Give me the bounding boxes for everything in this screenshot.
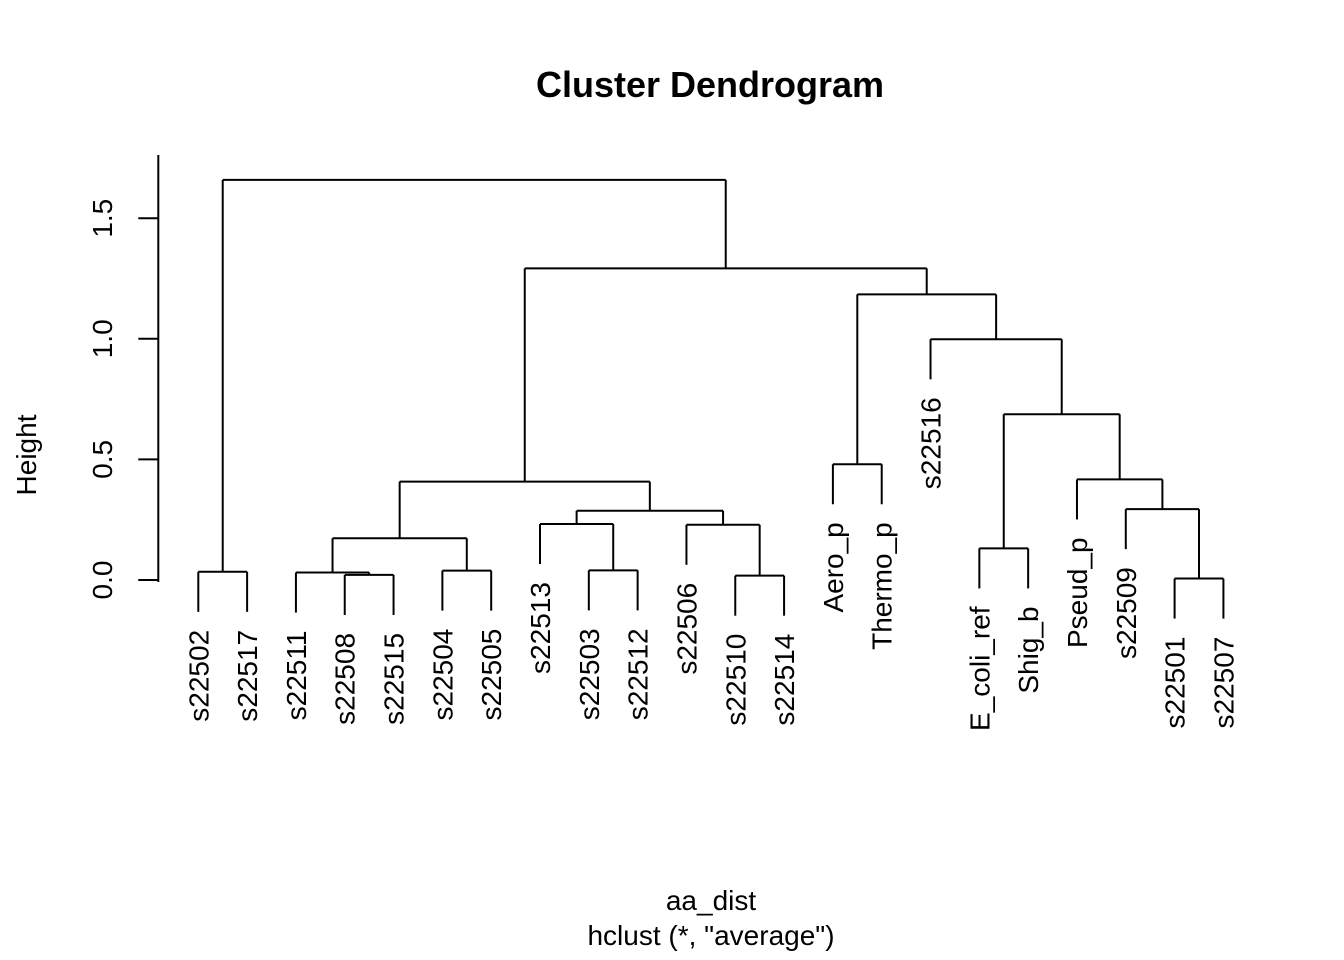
leaf-label: s22503 [574,628,605,720]
leaf-label: Pseud_p [1062,537,1093,648]
leaf-label: s22508 [330,633,361,725]
leaf-label: Shig_b [1013,606,1044,693]
y-axis-tick-label: 0.0 [87,561,118,600]
leaf-label: s22515 [379,633,410,725]
leaf-label: s22507 [1208,637,1239,729]
leaf-label: s22504 [427,629,458,721]
leaf-label: s22505 [476,629,507,721]
leaf-label: s22509 [1111,567,1142,659]
leaf-label: Aero_p [818,522,849,612]
leaf-label: s22511 [281,631,312,721]
leaf-label: s22516 [916,397,947,489]
y-axis-tick-label: 1.0 [87,319,118,358]
leaf-label: E_coli_ref [964,606,995,731]
leaf-label: s22501 [1160,637,1191,729]
leaf-label: s22506 [671,583,702,675]
x-axis-caption: aa_dist [665,885,757,916]
chart-title: Cluster Dendrogram [535,64,885,105]
leaf-label: s22512 [623,628,654,720]
plot-method-subtitle: hclust (*, "average") [587,920,835,951]
y-axis-tick-label: 1.5 [87,199,118,238]
leaf-label: s22517 [232,630,263,722]
y-axis-tick-label: 0.5 [87,440,118,479]
leaf-label: s22513 [525,582,556,674]
leaf-label: s22514 [769,634,800,726]
leaf-label: s22510 [720,634,751,726]
leaf-label: s22502 [183,630,214,722]
leaf-label: Thermo_p [867,522,898,650]
